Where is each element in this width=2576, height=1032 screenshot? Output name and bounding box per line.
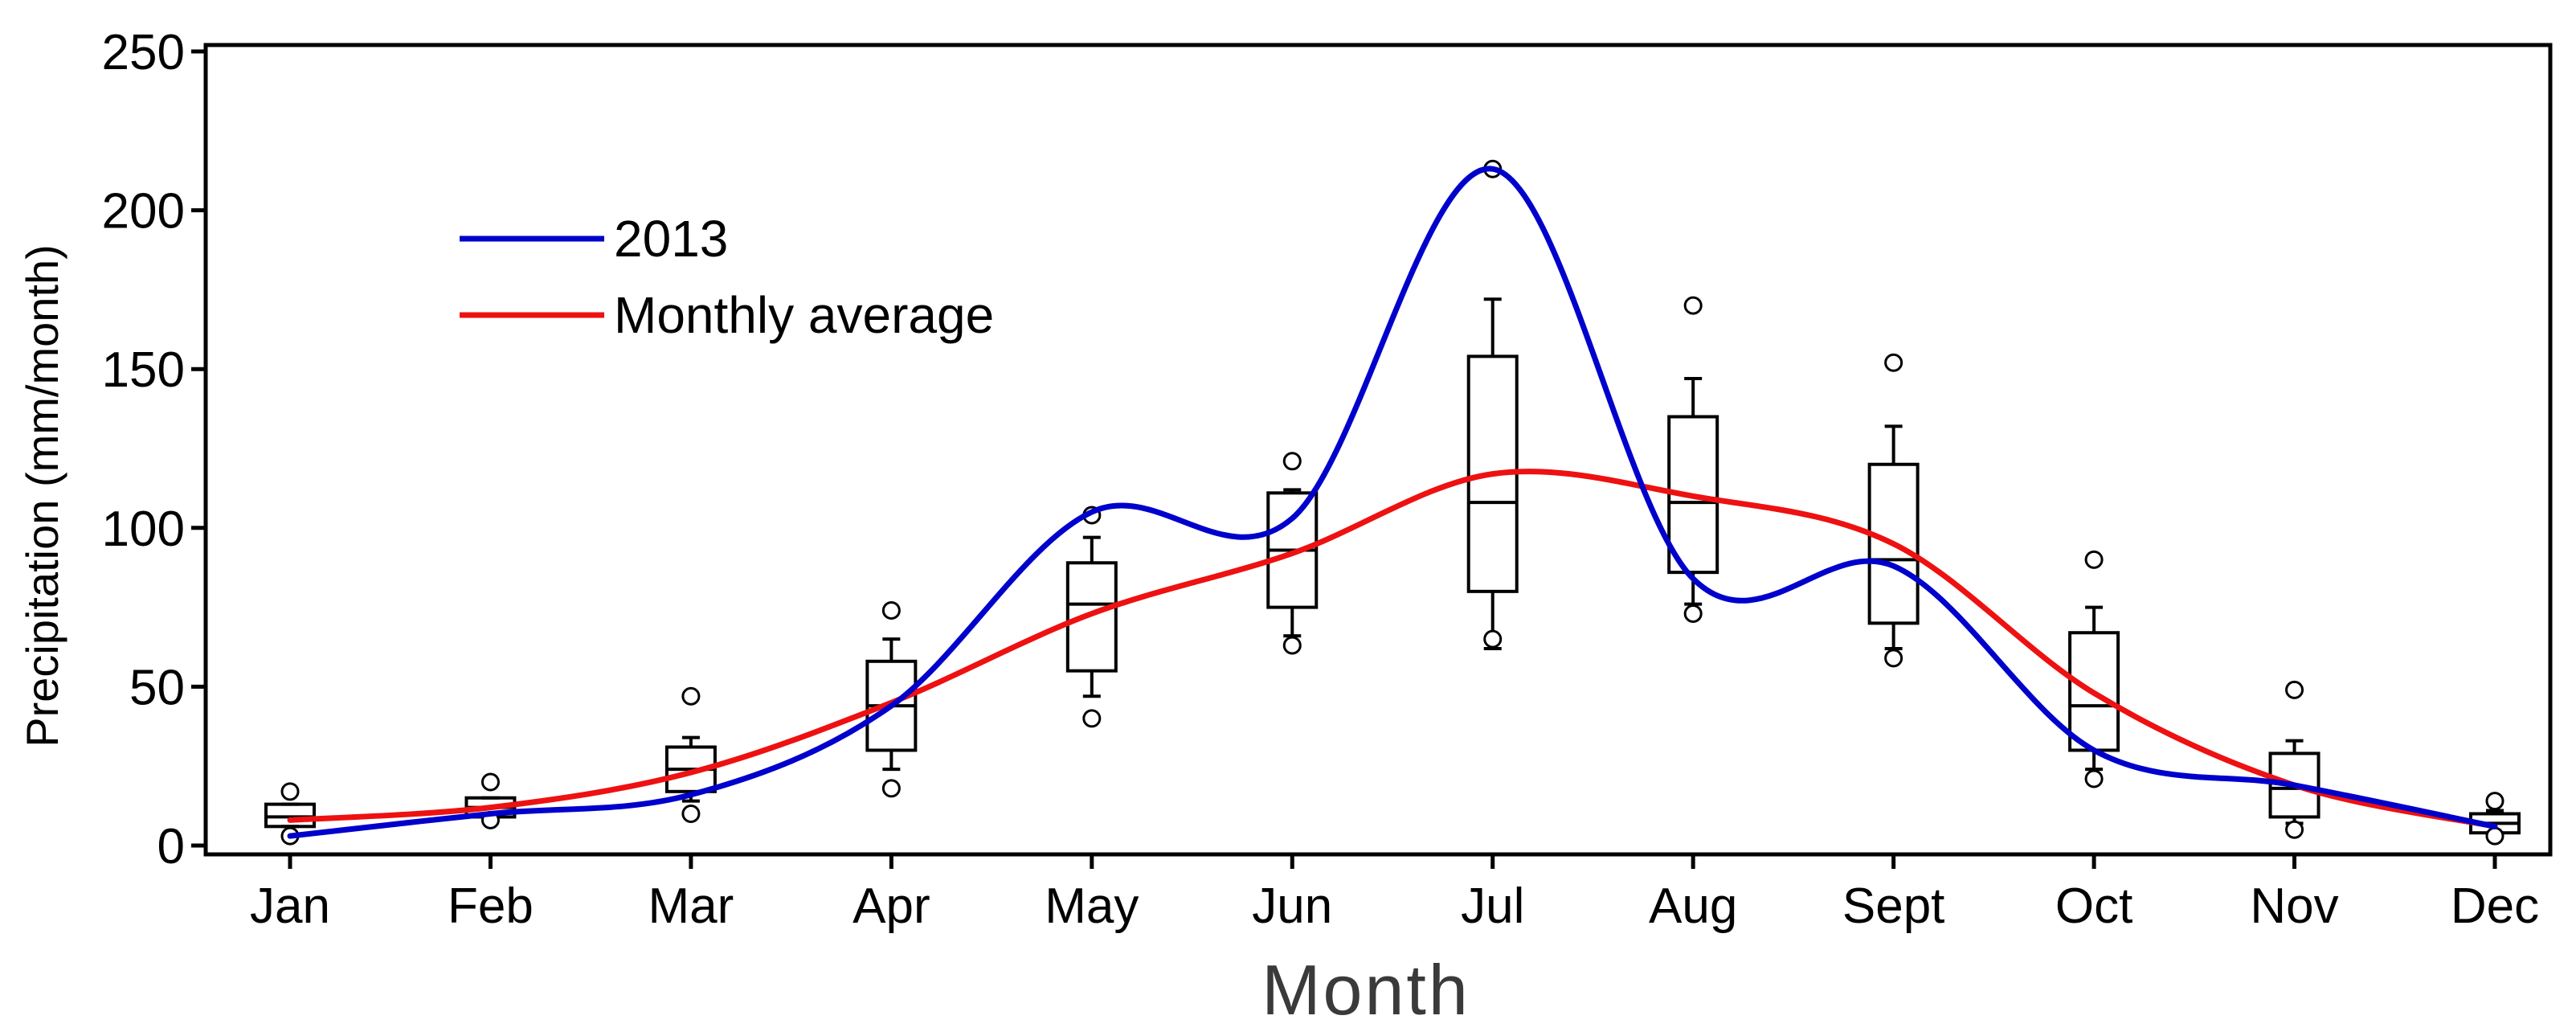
box-apr [865, 601, 918, 798]
x-tick-label-aug: Aug [1649, 878, 1737, 934]
x-tick-label-may: May [1045, 878, 1139, 934]
box-dec [2469, 792, 2521, 846]
y-tick-label-150: 150 [102, 342, 185, 398]
x-tick-label-nov: Nov [2250, 878, 2338, 934]
box-jun [1266, 452, 1319, 655]
box-may [1065, 506, 1118, 728]
series-line-monthly-average [287, 469, 2498, 829]
y-tick-label-250: 250 [102, 25, 185, 80]
legend-label-2013: 2013 [614, 210, 728, 268]
outlier-point [2084, 769, 2104, 788]
outlier-point [480, 772, 500, 792]
x-tick-label-oct: Oct [2055, 878, 2132, 934]
outlier-point [2084, 550, 2104, 569]
outlier-point [681, 686, 701, 706]
outlier-point [1683, 604, 1703, 624]
outlier-point [280, 782, 300, 801]
y-tick-label-0: 0 [157, 819, 185, 874]
outlier-point [1884, 353, 1903, 372]
legend: 2013 Monthly average [460, 210, 994, 344]
x-axis-title: Month [1261, 950, 1470, 1030]
series-line-2013 [287, 166, 2498, 839]
plot-frame [203, 43, 2553, 857]
box-feb [464, 772, 517, 829]
outlier-point [1282, 636, 1302, 655]
box-iqr [1867, 462, 1920, 625]
x-tick-label-jun: Jun [1252, 878, 1332, 934]
box-sept [1867, 353, 1920, 668]
outlier-point [1884, 649, 1903, 668]
outlier-point [1082, 709, 1102, 728]
box-iqr [2268, 751, 2320, 819]
outlier-point [1483, 629, 1503, 649]
y-tick-label-50: 50 [129, 660, 185, 715]
outlier-point [2485, 792, 2504, 811]
outlier-point [1683, 296, 1703, 315]
outlier-point [2485, 826, 2504, 846]
y-axis-title: Precipitation (mm/month) [17, 244, 67, 747]
x-tick-label-jul: Jul [1461, 878, 1524, 934]
outlier-point [2285, 680, 2304, 699]
box-jul [1466, 159, 1519, 650]
plot-area [264, 159, 2521, 846]
box-iqr [1667, 415, 1719, 575]
legend-label-monthly-average: Monthly average [614, 286, 994, 344]
x-tick-label-apr: Apr [853, 878, 930, 934]
x-tick-label-mar: Mar [648, 878, 734, 934]
box-iqr [1065, 561, 1118, 673]
outlier-point [881, 601, 901, 620]
x-tick-label-jan: Jan [250, 878, 330, 934]
outlier-point [881, 779, 901, 798]
outlier-point [1282, 452, 1302, 471]
y-tick-label-200: 200 [102, 184, 185, 240]
x-tick-label-dec: Dec [2451, 878, 2539, 934]
outlier-point [2285, 820, 2304, 839]
x-tick-label-feb: Feb [448, 878, 534, 934]
outlier-point [681, 804, 701, 823]
box-aug [1667, 296, 1719, 624]
y-tick-label-100: 100 [102, 502, 185, 557]
box-nov [2268, 680, 2320, 839]
axes: 0 50 100 150 200 250 Jan Feb Mar Apr May Jun Jul Aug S… [102, 25, 2553, 934]
box-mar [664, 686, 717, 823]
x-tick-label-sept: Sept [1842, 878, 1945, 934]
